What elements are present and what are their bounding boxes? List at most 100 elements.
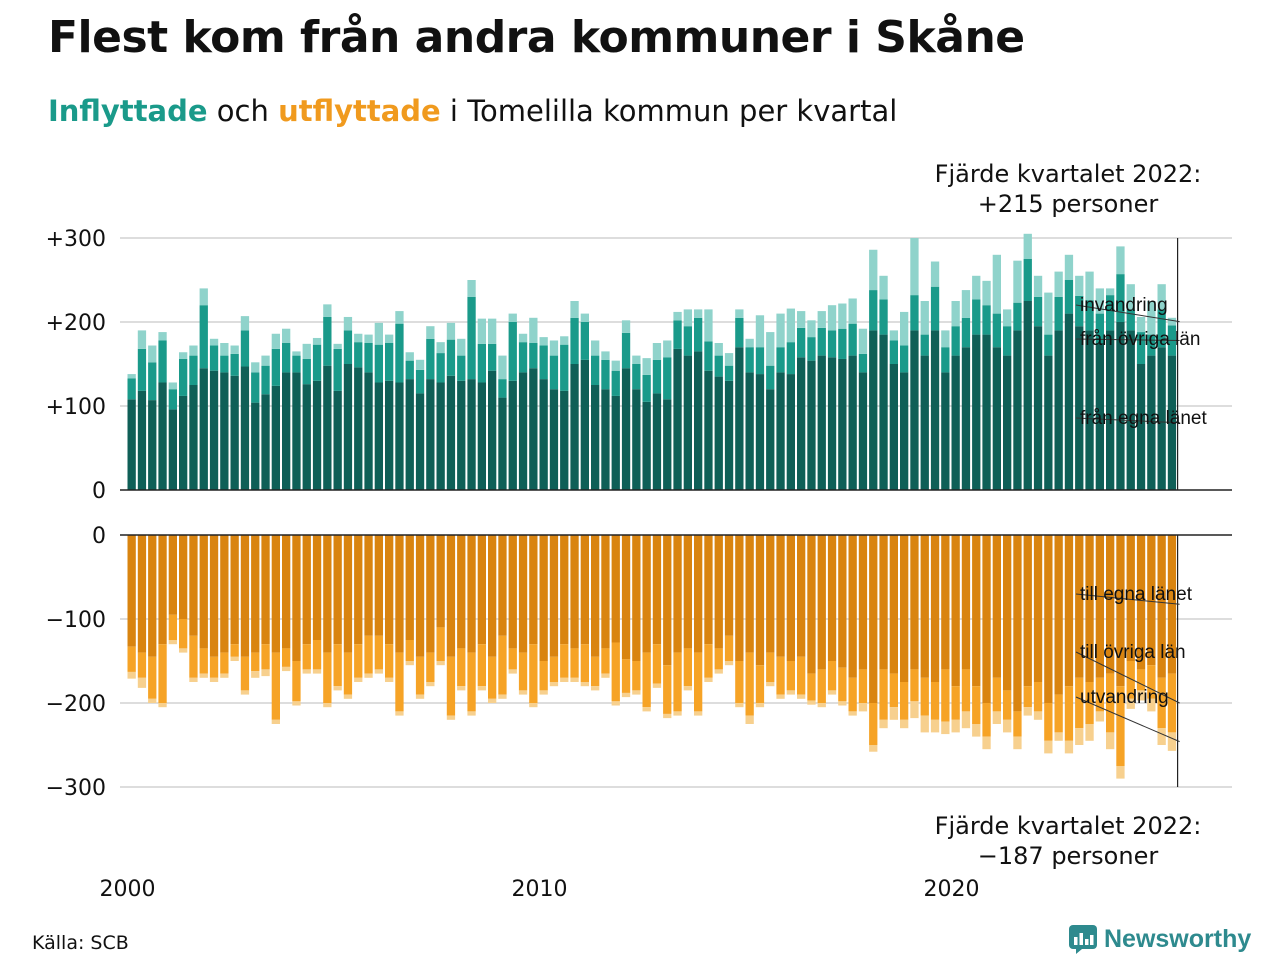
bar-inflow-other: [168, 389, 177, 410]
bar-inflow-own: [961, 347, 971, 490]
bar-outflow-other: [807, 673, 816, 701]
bar-outflow-own: [560, 535, 569, 645]
bar-inflow-other: [1003, 326, 1012, 356]
bar-outflow-other: [312, 640, 322, 670]
bar-inflow-own: [1054, 330, 1063, 490]
bar-inflow-own: [1147, 355, 1156, 490]
bar-outflow-own: [1167, 535, 1177, 674]
bar-outflow-other: [982, 703, 991, 737]
bar-inflow-immig: [292, 351, 301, 356]
bar-inflow-immig: [209, 338, 219, 346]
bar-inflow-immig: [1106, 288, 1115, 296]
bar-outflow-own: [889, 535, 898, 674]
bar-outflow-other: [745, 652, 754, 716]
bar-inflow-other: [488, 343, 497, 371]
subtitle-outflow: utflyttade: [278, 94, 441, 128]
bar-inflow-immig: [807, 320, 816, 338]
bar-inflow-own: [786, 374, 795, 490]
bar-outflow-other: [673, 652, 682, 712]
bar-outflow-own: [1044, 535, 1053, 703]
bar-inflow-other: [292, 355, 301, 373]
bar-outflow-emig: [333, 686, 342, 691]
bar-inflow-immig: [591, 340, 600, 356]
bar-outflow-own: [518, 535, 528, 653]
bar-inflow-own: [1095, 343, 1104, 490]
bar-outflow-emig: [838, 701, 847, 706]
bar-inflow-immig: [385, 334, 394, 343]
bar-outflow-other: [652, 644, 662, 684]
bar-outflow-other: [1126, 661, 1135, 699]
bar-outflow-other: [199, 648, 208, 674]
bar-inflow-other: [302, 358, 311, 385]
bar-outflow-emig: [663, 713, 672, 719]
bar-outflow-emig: [1003, 719, 1012, 733]
bar-outflow-own: [529, 535, 538, 645]
bar-outflow-emig: [148, 698, 157, 703]
bar-outflow-own: [1136, 535, 1146, 670]
bar-inflow-immig: [498, 355, 507, 380]
bar-inflow-other: [415, 369, 425, 394]
bar-outflow-own: [436, 535, 445, 628]
bar-inflow-other: [755, 347, 765, 375]
bar-outflow-own: [1095, 535, 1104, 678]
bar-inflow-own: [333, 390, 342, 490]
y-tick-label-top: +200: [46, 311, 106, 336]
bar-outflow-own: [735, 535, 744, 661]
bar-outflow-other: [1167, 673, 1177, 733]
bar-inflow-immig: [312, 337, 322, 345]
bar-inflow-immig: [1085, 271, 1094, 301]
bar-outflow-emig: [982, 736, 991, 750]
bar-outflow-other: [395, 652, 404, 712]
bar-inflow-immig: [302, 343, 311, 359]
bar-inflow-immig: [652, 343, 662, 360]
bar-inflow-own: [251, 402, 260, 490]
bar-outflow-own: [282, 535, 291, 649]
bar-inflow-other: [869, 290, 878, 331]
bar-inflow-immig: [179, 352, 188, 359]
bar-inflow-other: [1075, 295, 1084, 327]
bar-outflow-emig: [621, 692, 631, 698]
bar-inflow-own: [694, 351, 703, 490]
bar-outflow-other: [941, 669, 950, 722]
bar-inflow-other: [601, 359, 610, 390]
bar-outflow-emig: [1075, 728, 1084, 745]
bar-outflow-emig: [766, 682, 775, 687]
bar-outflow-other: [601, 648, 610, 674]
bar-outflow-other: [498, 635, 507, 695]
bar-inflow-other: [745, 347, 754, 373]
bar-inflow-other: [591, 355, 600, 385]
bar-outflow-other: [220, 652, 229, 674]
bar-outflow-emig: [1116, 766, 1125, 779]
bar-outflow-own: [271, 535, 280, 653]
bar-inflow-own: [1136, 364, 1146, 490]
bar-outflow-emig: [292, 701, 301, 706]
newsworthy-logo: Newsworthy: [1068, 924, 1251, 954]
bar-outflow-other: [1095, 677, 1104, 712]
bar-outflow-other: [415, 656, 425, 695]
bar-outflow-own: [467, 535, 476, 653]
bar-outflow-emig: [910, 701, 919, 719]
bar-inflow-immig: [858, 328, 868, 354]
bar-outflow-emig: [652, 683, 662, 688]
bar-inflow-own: [364, 372, 373, 490]
bar-outflow-other: [127, 646, 136, 672]
bar-outflow-other: [786, 661, 795, 691]
bar-inflow-other: [1044, 334, 1053, 356]
bar-outflow-own: [1013, 535, 1022, 712]
bar-inflow-other: [807, 337, 816, 361]
series-label-outflow: utvandring: [1080, 687, 1169, 708]
bar-inflow-immig: [467, 280, 476, 297]
bar-inflow-own: [570, 364, 579, 490]
bar-outflow-other: [467, 652, 476, 712]
bar-inflow-immig: [1003, 309, 1012, 327]
bar-outflow-emig: [158, 703, 167, 708]
bar-outflow-other: [1064, 686, 1074, 741]
bar-outflow-other: [302, 644, 311, 670]
bar-inflow-own: [1013, 330, 1022, 490]
bar-inflow-immig: [426, 326, 435, 339]
bar-outflow-emig: [900, 719, 909, 729]
bar-outflow-own: [1023, 535, 1032, 687]
bar-outflow-other: [560, 644, 569, 678]
bar-inflow-immig: [230, 345, 239, 354]
